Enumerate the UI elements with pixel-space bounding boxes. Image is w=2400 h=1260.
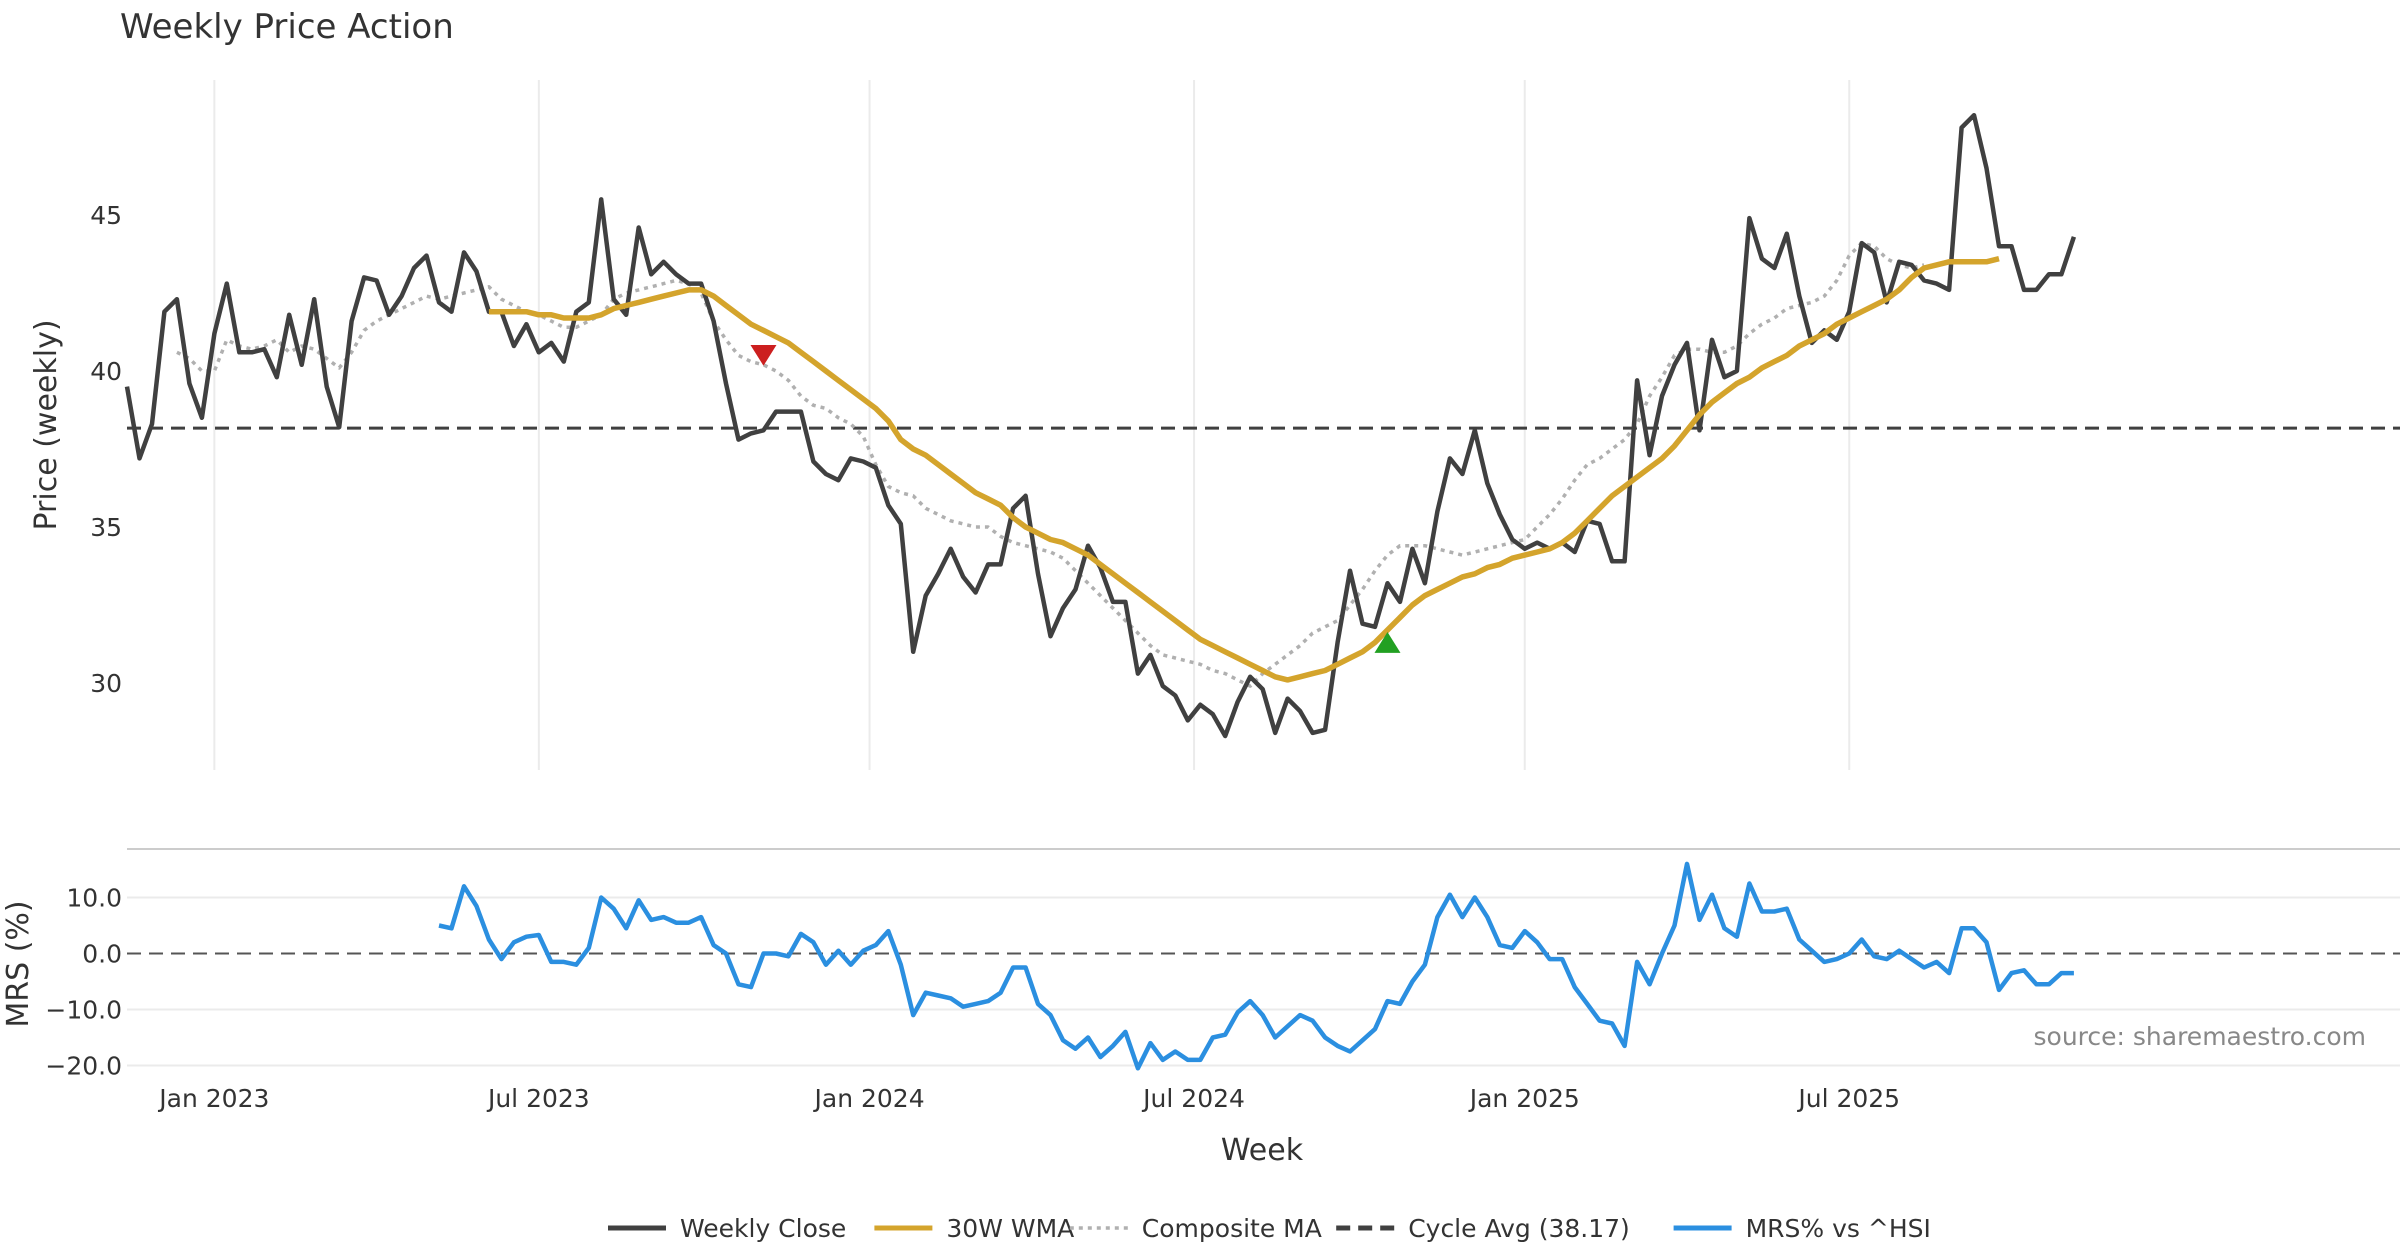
sell-signal-marker (750, 345, 777, 366)
mrs-y-tick-label: 10.0 (66, 884, 122, 913)
legend: Weekly Close 30W WMA Composite MA Cycle Avg… (608, 1214, 1931, 1243)
x-tick-label: Jul 2025 (1796, 1084, 1900, 1113)
mrs-y-tick-label: −20.0 (45, 1052, 122, 1081)
mrs-y-axis-title: MRS (%) (1, 900, 36, 1027)
mrs-panel: 10.0 0.0 −10.0 −20.0 MRS (%) source: sharem… (1, 861, 2400, 1081)
composite-ma-line (176, 241, 1925, 688)
x-tick-label: Jan 2023 (157, 1084, 269, 1113)
price-y-tick-label: 30 (90, 669, 122, 698)
price-panel: 30 35 40 45 Price (weekly) (29, 80, 2400, 770)
source-note: source: sharemaestro.com (2034, 1022, 2367, 1051)
chart-title: Weekly Price Action (120, 7, 454, 47)
price-y-axis-title: Price (weekly) (29, 319, 64, 530)
wma-30w-line (488, 256, 2000, 683)
x-tick-label: Jul 2024 (1141, 1084, 1245, 1113)
price-y-tick-label: 40 (90, 357, 122, 386)
mrs-y-tick-label: −10.0 (45, 996, 122, 1025)
legend-label: Composite MA (1142, 1214, 1322, 1243)
legend-label: Cycle Avg (38.17) (1408, 1214, 1630, 1243)
legend-label: Weekly Close (680, 1214, 846, 1243)
x-tick-label: Jan 2024 (813, 1084, 925, 1113)
weekly-close-line (124, 112, 2077, 739)
legend-label: 30W WMA (946, 1214, 1074, 1243)
mrs-y-tick-label: 0.0 (82, 940, 122, 969)
x-tick-label: Jan 2025 (1468, 1084, 1580, 1113)
legend-label: MRS% vs ^HSI (1746, 1214, 1931, 1243)
price-y-tick-label: 45 (90, 201, 122, 230)
x-tick-label: Jul 2023 (486, 1084, 590, 1113)
x-axis-title: Week (1221, 1133, 1304, 1168)
buy-signal-marker (1374, 632, 1401, 653)
price-y-tick-label: 35 (90, 513, 122, 542)
mrs-line (438, 861, 2074, 1071)
